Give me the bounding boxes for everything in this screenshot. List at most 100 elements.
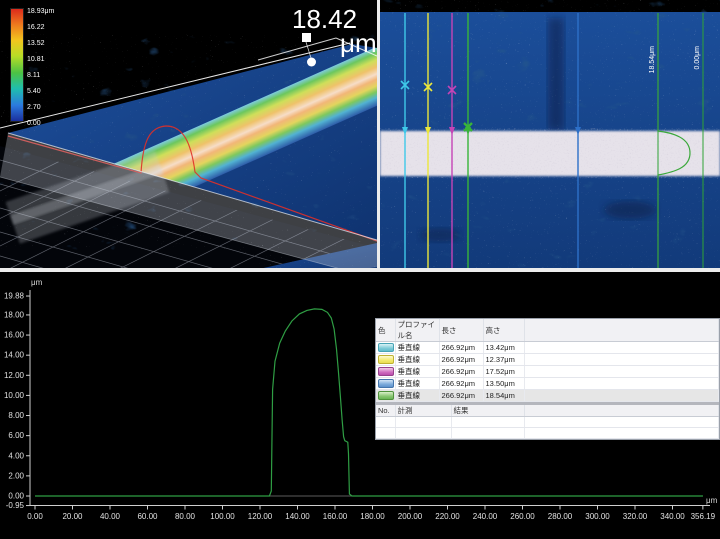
magenta-arrowhead [449,127,455,135]
x-tick-label: 260.00 [510,512,535,521]
x-tick-label: 100.00 [210,512,235,521]
magenta-color-swatch [378,367,394,377]
3d-surface-render: 18.42 μm [0,4,378,272]
profile-chart: μm μm 19.88 18.00 16.00 14.00 12.00 10.00 8.00… [4,278,718,521]
results-header: 結果 [451,405,525,417]
profile-row-green[interactable]: 垂直線 266.92μm 18.54μm [376,389,719,402]
measurement-table: 色プロファイル名 長さ 高さ 垂直線 266.92μm 13.42μm 垂直線 266.92… [375,318,720,440]
results-empty-row[interactable] [376,416,719,428]
panel-3d-view[interactable]: 18.42 μm 18.93μm 16.22 13.52 10.81 8.11 5.40 2… [0,0,378,272]
height-readout-value: 18.42 [292,4,357,34]
profiles-header: 高さ [483,319,525,342]
cyan-arrowhead [402,127,408,135]
results-header: No. [376,405,396,417]
cyan-measurement-line[interactable] [400,13,410,268]
x-tick-label: 356.19 [691,512,716,521]
height-ridge [76,44,377,230]
y-tick-label: 6.00 [8,431,24,440]
blue-measurement-line[interactable] [575,13,581,268]
x-tick-label: 60.00 [137,512,158,521]
cyan-color-swatch [378,343,394,353]
profiles-header: プロファイル名 [395,319,440,342]
bounding-box-edges [0,37,378,129]
ghost-ridge [5,150,170,244]
y-tick-label: -0.95 [6,501,25,510]
y-tick-label: 2.00 [8,471,24,480]
green-color-swatch [378,391,394,401]
color-scale-tick: 10.81 [27,56,45,63]
x-tick-label: 80.00 [175,512,196,521]
y-tick-label: 0.00 [8,492,24,501]
y-tick-label: 18.00 [4,310,25,319]
profile-row-blue[interactable]: 垂直線 266.92μm 13.50μm [376,377,719,390]
magenta-measurement-line[interactable] [447,13,457,268]
cyan-x-marker[interactable] [400,80,410,90]
x-tick-label: 120.00 [248,512,273,521]
height-marker-circle[interactable] [307,57,316,67]
results-header: 計測 [395,405,452,417]
table-section-divider [376,402,719,405]
profile-row-cyan[interactable]: 垂直線 266.92μm 13.42μm [376,341,719,354]
height-marker-square[interactable] [302,33,311,42]
reference-line-0.00μm: 0.00μm [694,13,704,268]
x-tick-label: 320.00 [623,512,648,521]
yellow-arrowhead [425,127,431,135]
y-tick-label: 10.00 [4,391,25,400]
panel-divider-vertical [377,0,380,271]
reference-line-label: 18.54μm [649,46,656,74]
near-surface-corner [250,243,377,271]
yellow-color-swatch [378,355,394,365]
profiles-header: 長さ [439,319,484,342]
color-scale-tick: 13.52 [27,40,45,47]
y-tick-label: 16.00 [4,331,25,340]
panel-microscope-image[interactable]: 18.54μm 0.00μm [380,0,720,271]
green-measurement-line[interactable] [463,13,473,268]
color-scale-tick: 8.11 [27,72,41,79]
green-x-marker[interactable] [463,122,473,132]
ridge-stripe [380,131,720,176]
panel-profile-chart: μm μm 19.88 18.00 16.00 14.00 12.00 10.00 8.00… [0,272,720,539]
blue-color-swatch [378,379,394,389]
blue-arrowhead [575,127,581,135]
results-table: No. 計測 結果 [376,405,719,439]
y-tick-label: 4.00 [8,451,24,460]
y-tick-label: 14.00 [4,351,25,360]
section-plane[interactable] [0,132,378,272]
x-tick-label: 340.00 [660,512,685,521]
profiles-header: 色 [376,319,396,342]
color-scale-tick: 5.40 [27,88,41,95]
height-color-scale: 18.93μm 16.22 13.52 10.81 8.11 5.40 2.70 0.00 [10,8,80,138]
x-tick-label: 40.00 [100,512,121,521]
x-tick-label: 160.00 [323,512,348,521]
profiles-table: 色プロファイル名 長さ 高さ 垂直線 266.92μm 13.42μm 垂直線 266.92… [376,319,719,402]
x-tick-label: 280.00 [548,512,573,521]
x-tick-label: 200.00 [398,512,423,521]
magenta-x-marker[interactable] [447,85,457,95]
yellow-measurement-line[interactable] [423,13,433,268]
color-scale-tick: 18.93μm [27,8,55,15]
y-tick-label: 19.88 [4,292,25,301]
profile-row-yellow[interactable]: 垂直線 266.92μm 12.37μm [376,353,719,366]
profile-row-magenta[interactable]: 垂直線 266.92μm 17.52μm [376,365,719,378]
y-tick-label: 12.00 [4,371,25,380]
yellow-x-marker[interactable] [423,82,433,92]
x-tick-label: 240.00 [473,512,498,521]
reference-line-label: 0.00μm [694,46,701,70]
panel-divider-horizontal [0,268,720,272]
overlay-profile-curve [657,13,691,268]
y-tick-label: 8.00 [8,411,24,420]
profile-curve [35,308,703,497]
x-tick-label: 220.00 [435,512,460,521]
section-profile-outline [7,125,378,242]
results-empty-row[interactable] [376,427,719,439]
height-readout-unit: μm [340,28,377,58]
color-scale-gradient [10,8,24,122]
x-axis-unit: μm [706,496,718,505]
color-scale-tick: 16.22 [27,24,45,31]
color-scale-tick: 0.00 [27,120,41,127]
x-tick-label: 20.00 [62,512,83,521]
x-tick-label: 0.00 [27,512,43,521]
color-scale-tick: 2.70 [27,104,41,111]
microscope-image: 18.54μm 0.00μm [380,0,720,271]
x-tick-label: 180.00 [360,512,385,521]
